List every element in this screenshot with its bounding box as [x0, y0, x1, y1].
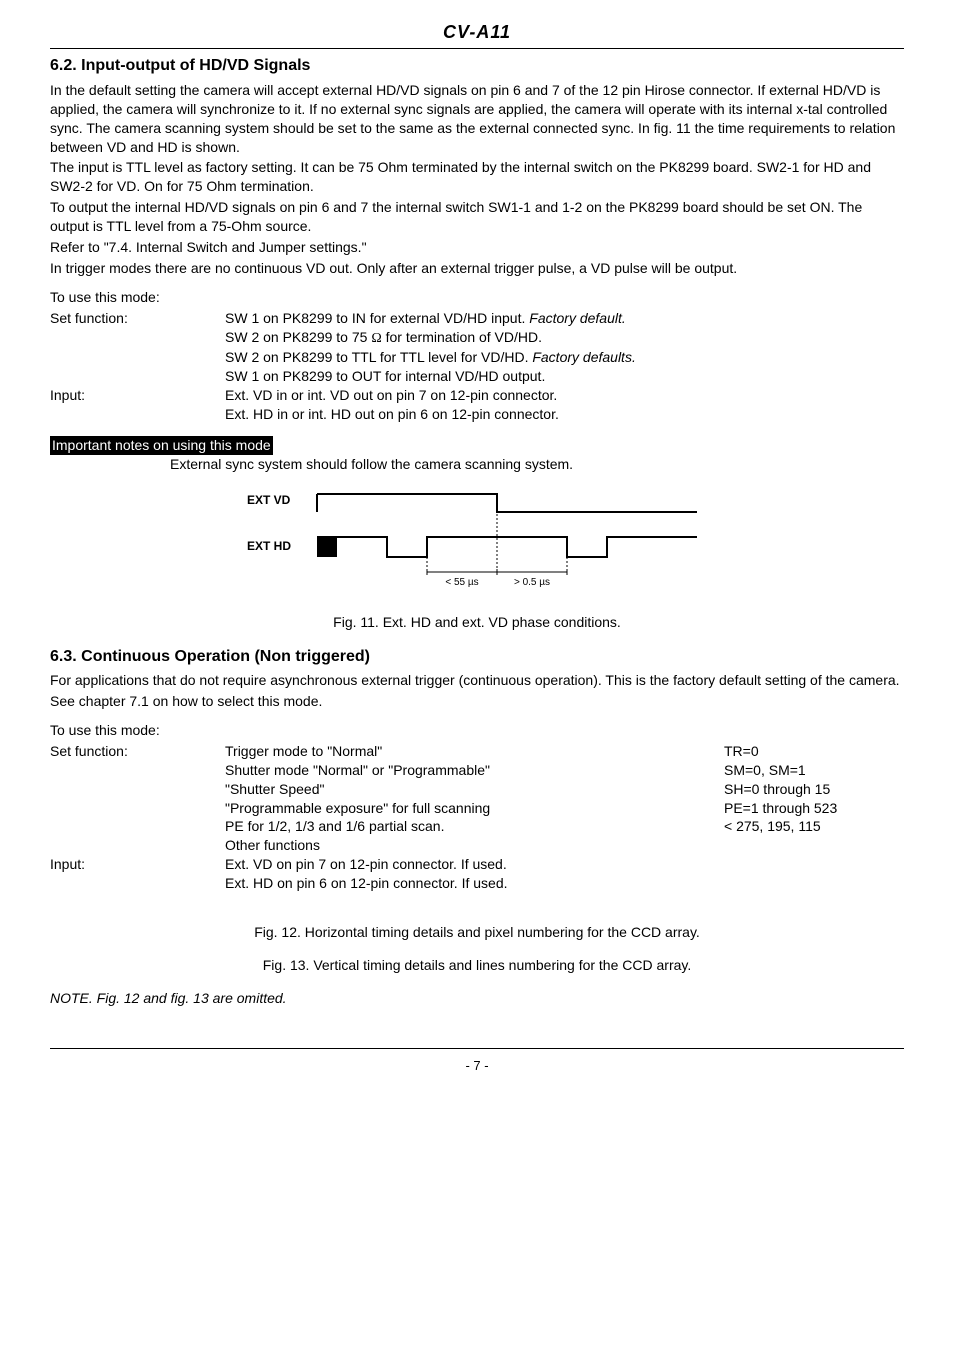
- sec63-settings-table: Set function: Trigger mode to "Normal" T…: [50, 742, 904, 893]
- t1-label: < 55 µs: [445, 577, 478, 588]
- set-function-label: Set function:: [50, 309, 225, 328]
- val-cell: SM=0, SM=1: [724, 761, 904, 780]
- sf2-text-a: SW 2 on PK8299 to 75: [225, 329, 371, 345]
- sf-row: SW 1 on PK8299 to OUT for internal VD/HD…: [225, 367, 904, 386]
- ext-hd-start-block: [317, 537, 337, 557]
- figure-13-caption: Fig. 13. Vertical timing details and lin…: [50, 956, 904, 975]
- in-row: Ext. HD in or int. HD out on pin 6 on 12…: [225, 405, 904, 424]
- val-cell: SH=0 through 15: [724, 780, 904, 799]
- sf-row: SW 2 on PK8299 to TTL for TTL level for …: [225, 348, 904, 367]
- table-row: SW 2 on PK8299 to 75 Ω for termination o…: [50, 328, 904, 349]
- table-row: Input: Ext. VD in or int. VD out on pin …: [50, 386, 904, 405]
- figure-11-caption: Fig. 11. Ext. HD and ext. VD phase condi…: [50, 613, 904, 632]
- ext-hd-label: EXT HD: [247, 539, 291, 553]
- section-6-2-heading: 6.2. Input-output of HD/VD Signals: [50, 55, 904, 77]
- sec63-p2: See chapter 7.1 on how to select this mo…: [50, 692, 904, 711]
- sf-row: SW 1 on PK8299 to IN for external VD/HD …: [225, 309, 904, 328]
- ext-hd-trace: [317, 537, 697, 557]
- figure-11: EXT VD EXT HD < 55 µs > 0.5 µs: [50, 482, 904, 597]
- sf1-default: Factory default.: [529, 310, 626, 326]
- desc-cell: "Shutter Speed": [225, 780, 724, 799]
- ohm-symbol: Ω: [371, 331, 381, 346]
- table-row: "Programmable exposure" for full scannin…: [50, 799, 904, 818]
- page-number: - 7 -: [50, 1057, 904, 1075]
- table-row: Input: Ext. VD on pin 7 on 12-pin connec…: [50, 855, 904, 874]
- sf1-text: SW 1 on PK8299 to IN for external VD/HD …: [225, 310, 529, 326]
- sf-row: SW 2 on PK8299 to 75 Ω for termination o…: [225, 328, 904, 349]
- table-row: SW 2 on PK8299 to TTL for TTL level for …: [50, 348, 904, 367]
- table-row: Ext. HD on pin 6 on 12-pin connector. If…: [50, 874, 904, 893]
- doc-title: CV-A11: [50, 20, 904, 44]
- figure-12-caption: Fig. 12. Horizontal timing details and p…: [50, 923, 904, 942]
- table-row: PE for 1/2, 1/3 and 1/6 partial scan. < …: [50, 817, 904, 836]
- ext-vd-label: EXT VD: [247, 493, 291, 507]
- rule-top: [50, 48, 904, 49]
- sf2-text-b: for termination of VD/HD.: [382, 329, 542, 345]
- rule-bottom: [50, 1048, 904, 1049]
- desc-cell: Other functions: [225, 836, 724, 855]
- timing-diagram-svg: EXT VD EXT HD < 55 µs > 0.5 µs: [247, 482, 707, 592]
- table-row: Set function: SW 1 on PK8299 to IN for e…: [50, 309, 904, 328]
- table-row: Other functions: [50, 836, 904, 855]
- sec62-p5: In trigger modes there are no continuous…: [50, 259, 904, 278]
- section-6-3-heading: 6.3. Continuous Operation (Non triggered…: [50, 646, 904, 668]
- val-cell: < 275, 195, 115: [724, 817, 904, 836]
- t2-label: > 0.5 µs: [514, 577, 550, 588]
- sec63-p1: For applications that do not require asy…: [50, 671, 904, 690]
- input-label: Input:: [50, 386, 225, 405]
- in-row: Ext. VD on pin 7 on 12-pin connector. If…: [225, 855, 904, 874]
- table-row: Ext. HD in or int. HD out on pin 6 on 12…: [50, 405, 904, 424]
- omitted-note: NOTE. Fig. 12 and fig. 13 are omitted.: [50, 989, 904, 1008]
- ext-vd-trace: [317, 494, 697, 512]
- set-function-label: Set function:: [50, 742, 225, 761]
- in-row: Ext. VD in or int. VD out on pin 7 on 12…: [225, 386, 904, 405]
- sec62-use-mode: To use this mode:: [50, 288, 904, 307]
- desc-cell: "Programmable exposure" for full scannin…: [225, 799, 724, 818]
- in-row: Ext. HD on pin 6 on 12-pin connector. If…: [225, 874, 904, 893]
- val-cell: [724, 836, 904, 855]
- sf3-text: SW 2 on PK8299 to TTL for TTL level for …: [225, 349, 532, 365]
- table-row: Shutter mode "Normal" or "Programmable" …: [50, 761, 904, 780]
- sec62-p2: The input is TTL level as factory settin…: [50, 158, 904, 196]
- sec63-use-mode: To use this mode:: [50, 721, 904, 740]
- sec62-p3: To output the internal HD/VD signals on …: [50, 198, 904, 236]
- table-row: "Shutter Speed" SH=0 through 15: [50, 780, 904, 799]
- important-notes-heading: Important notes on using this mode: [50, 436, 273, 455]
- sec62-p1: In the default setting the camera will a…: [50, 81, 904, 157]
- desc-cell: Trigger mode to "Normal": [225, 742, 724, 761]
- input-label: Input:: [50, 855, 225, 874]
- val-cell: PE=1 through 523: [724, 799, 904, 818]
- sec62-settings-table: Set function: SW 1 on PK8299 to IN for e…: [50, 309, 904, 424]
- table-row: Set function: Trigger mode to "Normal" T…: [50, 742, 904, 761]
- desc-cell: PE for 1/2, 1/3 and 1/6 partial scan.: [225, 817, 724, 836]
- sec62-p4: Refer to "7.4. Internal Switch and Jumpe…: [50, 238, 904, 257]
- desc-cell: Shutter mode "Normal" or "Programmable": [225, 761, 724, 780]
- table-row: SW 1 on PK8299 to OUT for internal VD/HD…: [50, 367, 904, 386]
- sf3-default: Factory defaults.: [532, 349, 636, 365]
- val-cell: TR=0: [724, 742, 904, 761]
- important-notes-line: External sync system should follow the c…: [50, 455, 904, 474]
